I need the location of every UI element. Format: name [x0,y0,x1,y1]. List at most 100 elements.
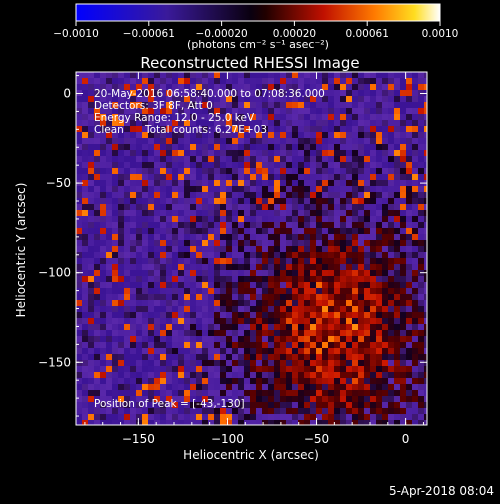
image-pixel [382,300,389,307]
image-pixel [382,234,389,241]
image-pixel [226,330,233,337]
image-pixel [274,186,281,193]
image-pixel [88,150,95,157]
image-pixel [88,300,95,307]
image-pixel [220,300,227,307]
image-pixel [250,108,257,115]
image-pixel [298,234,305,241]
image-pixel [184,144,191,151]
image-pixel [286,90,293,97]
image-pixel [130,294,137,301]
image-pixel [106,294,113,301]
image-pixel [352,150,359,157]
image-pixel [286,180,293,187]
image-pixel [376,72,383,79]
image-pixel [142,306,149,313]
info-time-range: 20-May-2016 06:58:40.000 to 07:08:36.000 [94,88,325,100]
image-pixel [418,312,425,319]
image-pixel [292,138,299,145]
image-pixel [292,390,299,397]
image-pixel [178,276,185,283]
image-pixel [376,264,383,271]
image-pixel [172,204,179,211]
image-pixel [172,120,179,127]
image-pixel [364,378,371,385]
image-pixel [424,336,427,343]
image-pixel [328,144,335,151]
image-pixel [346,78,353,85]
image-pixel [280,420,287,425]
image-pixel [124,234,131,241]
image-pixel [142,102,149,109]
image-pixel [82,168,89,175]
image-pixel [370,186,377,193]
image-pixel [118,162,125,169]
image-pixel [94,420,101,425]
image-pixel [304,342,311,349]
image-pixel [136,336,143,343]
image-pixel [190,264,197,271]
image-pixel [286,264,293,271]
image-pixel [112,90,119,97]
image-pixel [238,120,245,127]
image-pixel [394,78,401,85]
image-pixel [118,354,125,361]
image-pixel [418,396,425,403]
peak-position-label: Position of Peak = [-43,-130] [94,398,245,410]
image-pixel [166,348,173,355]
info-total-counts: Total counts: 6.27E+03 [144,124,267,136]
image-pixel [304,312,311,319]
image-pixel [172,372,179,379]
image-pixel [256,72,263,79]
image-pixel [424,372,427,379]
image-pixel [322,204,329,211]
image-pixel [334,126,341,133]
image-pixel [400,96,407,103]
image-pixel [298,162,305,169]
image-pixel [358,174,365,181]
image-pixel [370,354,377,361]
image-pixel [220,132,227,139]
image-pixel [214,72,221,79]
image-pixel [178,366,185,373]
image-pixel [208,72,215,79]
image-pixel [406,390,413,397]
image-pixel [274,210,281,217]
image-pixel [370,420,377,425]
image-pixel [94,354,101,361]
image-pixel [190,390,197,397]
image-pixel [112,204,119,211]
image-pixel [82,174,89,181]
image-pixel [232,324,239,331]
image-pixel [376,402,383,409]
image-pixel [130,162,137,169]
image-pixel [316,150,323,157]
image-pixel [196,330,203,337]
image-pixel [412,264,419,271]
image-pixel [370,138,377,145]
image-pixel [286,282,293,289]
image-pixel [238,174,245,181]
image-pixel [304,156,311,163]
image-pixel [394,102,401,109]
image-pixel [262,348,269,355]
image-pixel [88,252,95,259]
image-pixel [262,390,269,397]
image-pixel [400,390,407,397]
image-pixel [304,414,311,421]
image-pixel [406,330,413,337]
image-pixel [220,420,227,425]
image-pixel [280,372,287,379]
image-pixel [244,120,251,127]
image-pixel [268,360,275,367]
image-pixel [334,354,341,361]
image-pixel [148,156,155,163]
image-pixel [424,72,427,79]
image-pixel [328,408,335,415]
image-pixel [130,84,137,91]
image-pixel [112,180,119,187]
image-pixel [190,348,197,355]
image-pixel [124,78,131,85]
image-pixel [418,318,425,325]
image-pixel [124,84,131,91]
